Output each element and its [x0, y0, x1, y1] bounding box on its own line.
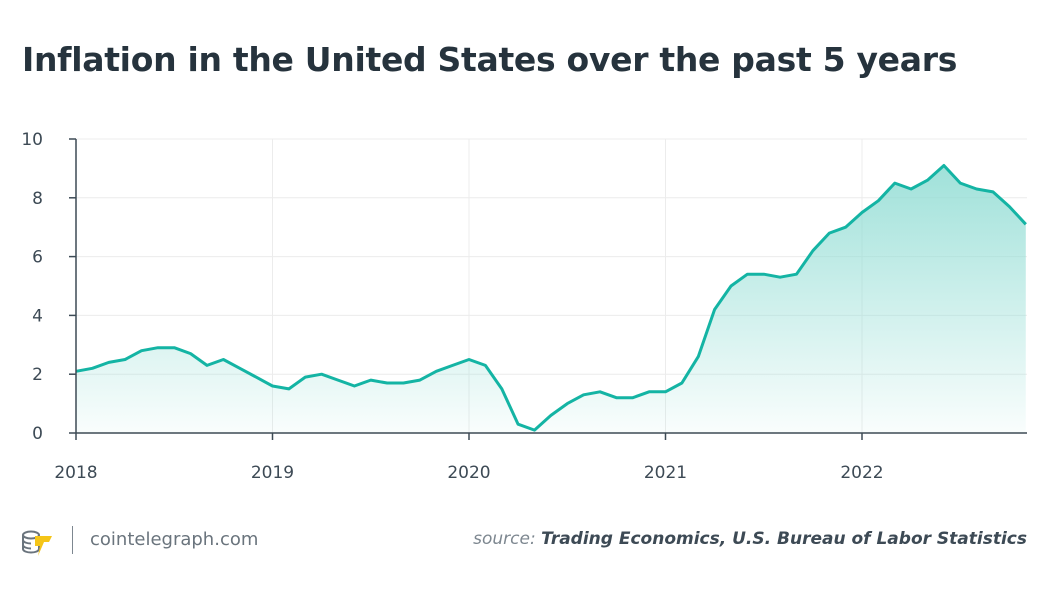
- y-tick-label: 0: [32, 424, 43, 444]
- site-link[interactable]: cointelegraph.com: [90, 529, 259, 550]
- y-tick-label: 6: [32, 248, 43, 268]
- area-fill: [76, 165, 1026, 433]
- x-tick-label: 2019: [251, 463, 294, 483]
- source-text: source: Trading Economics, U.S. Bureau o…: [473, 529, 1027, 549]
- x-tick-label: 2022: [840, 463, 883, 483]
- source-prefix: source:: [473, 529, 536, 549]
- inflation-line: [75, 164, 1027, 432]
- y-tick-label: 10: [21, 130, 43, 150]
- x-tick-label: 2018: [54, 463, 97, 483]
- y-tick-label: 4: [32, 306, 43, 326]
- source-name: Trading Economics, U.S. Bureau of Labor …: [541, 529, 1027, 549]
- x-tick-label: 2021: [644, 463, 687, 483]
- y-tick-label: 2: [32, 365, 43, 385]
- x-tick-label: 2020: [447, 463, 490, 483]
- footer-divider: [72, 526, 73, 554]
- y-tick-label: 8: [32, 189, 43, 209]
- chart-title: Inflation in the United States over the …: [22, 40, 958, 79]
- cointelegraph-logo-icon: [20, 528, 56, 562]
